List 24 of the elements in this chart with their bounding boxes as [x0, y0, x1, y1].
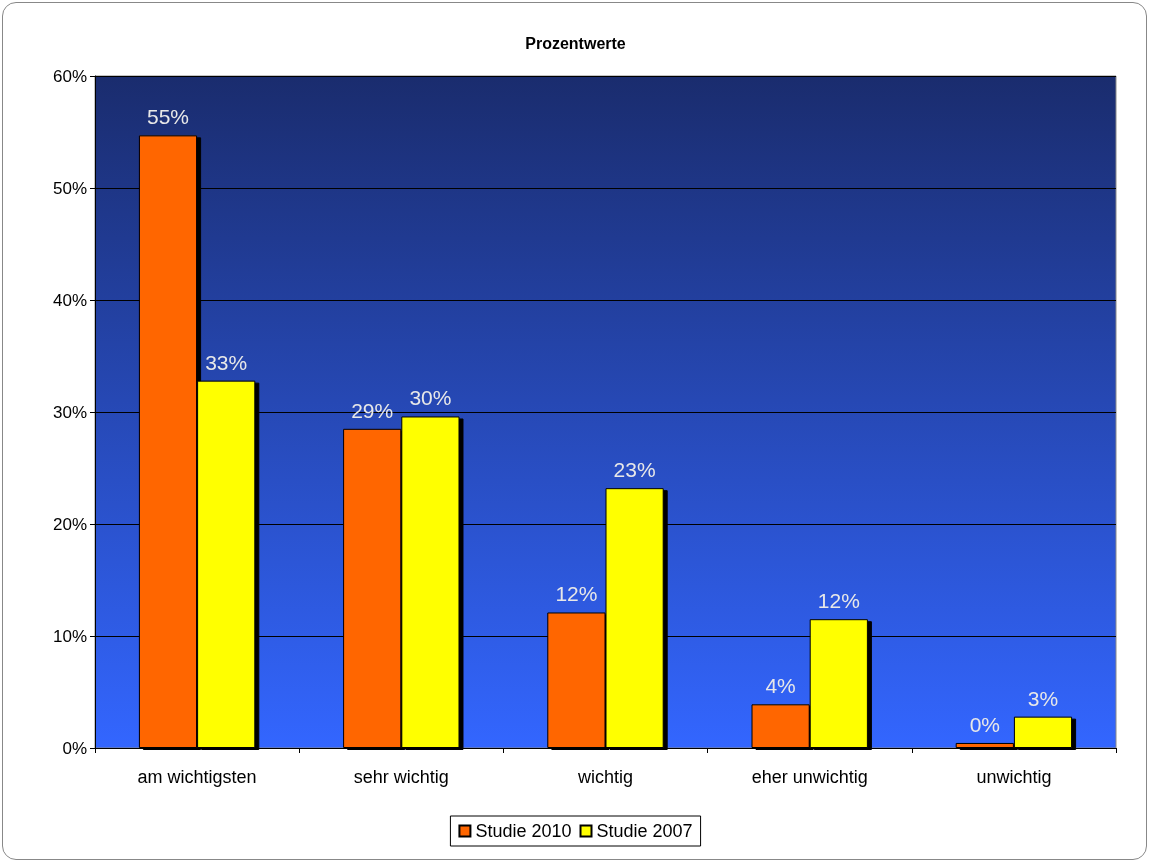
data-label: 12% — [817, 589, 860, 613]
x-tick-label: sehr wichtig — [353, 767, 449, 787]
y-tick-label: 0% — [62, 738, 87, 758]
x-tick-label: unwichtig — [976, 767, 1052, 787]
data-label: 0% — [969, 712, 1000, 736]
data-label: 12% — [555, 582, 598, 606]
data-label: 55% — [146, 105, 190, 129]
y-tick-label: 50% — [52, 178, 87, 198]
y-tick-label: 60% — [52, 66, 87, 86]
y-tick-label: 20% — [52, 514, 87, 534]
legend-label: Studie 2007 — [596, 821, 693, 841]
x-tick-label: eher unwichtig — [751, 767, 868, 787]
data-label: 23% — [613, 458, 656, 482]
x-tick-label: am wichtigsten — [137, 767, 257, 787]
x-tick-label: wichtig — [576, 767, 634, 787]
legend-label: Studie 2010 — [475, 821, 572, 841]
chart-title: Prozentwerte — [525, 34, 626, 52]
data-label: 4% — [765, 674, 796, 698]
data-label: 3% — [1027, 686, 1059, 710]
data-label: 33% — [205, 350, 248, 374]
y-tick-label: 30% — [52, 402, 87, 422]
data-label: 30% — [409, 386, 452, 410]
y-tick-label: 40% — [52, 290, 87, 310]
y-tick-label: 10% — [52, 626, 87, 646]
